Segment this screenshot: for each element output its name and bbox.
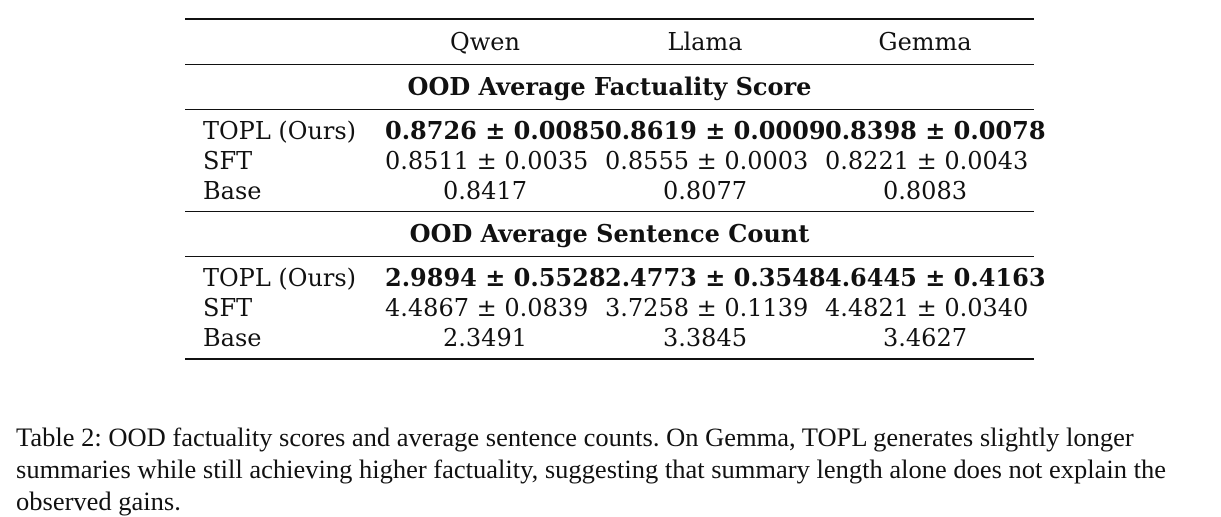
column-header-gemma: Gemma	[878, 28, 972, 56]
table-cell: 4.4867 ± 0.0839	[385, 294, 589, 322]
section-body-sentence-count: TOPL (Ours) 2.9894 ± 0.5528 2.4773 ± 0.3…	[185, 257, 1046, 358]
table-cell: 2.4773 ± 0.3548	[605, 263, 826, 292]
section-rule	[185, 256, 1034, 257]
table-cell: 4.6445 ± 0.4163	[825, 263, 1046, 292]
row-label: TOPL (Ours)	[203, 264, 357, 292]
table-row: SFT 0.8511 ± 0.0035 0.8555 ± 0.0003 0.82…	[185, 146, 1034, 176]
row-label: TOPL (Ours)	[203, 117, 357, 145]
row-label: SFT	[203, 147, 253, 175]
row-label: SFT	[203, 294, 253, 322]
table-cell: 0.8726 ± 0.0085	[385, 116, 606, 145]
table-cell: 3.7258 ± 0.1139	[605, 294, 809, 322]
table-row: SFT 4.4867 ± 0.0839 3.7258 ± 0.1139 4.48…	[185, 293, 1034, 323]
table-caption: Table 2: OOD factuality scores and avera…	[16, 421, 1167, 516]
section-body-factuality: TOPL (Ours) 0.8726 ± 0.0085 0.8619 ± 0.0…	[185, 110, 1046, 211]
header-rule	[185, 64, 1034, 65]
section-rule	[185, 109, 1034, 110]
section-title: OOD Average Sentence Count	[409, 219, 810, 248]
section-header-factuality: OOD Average Factuality Score	[185, 65, 1034, 109]
table-cell: 3.3845	[663, 324, 747, 352]
table-cell: 2.9894 ± 0.5528	[385, 263, 606, 292]
results-table: Qwen Llama Gemma OOD Average Factuality …	[185, 18, 1046, 360]
table-cell: 0.8511 ± 0.0035	[385, 147, 589, 175]
table-row: Base 0.8417 0.8077 0.8083	[185, 176, 1034, 206]
row-label: Base	[203, 177, 262, 205]
top-rule	[185, 18, 1034, 20]
section-header-sentence-count: OOD Average Sentence Count	[185, 212, 1034, 256]
table-cell: 0.8221 ± 0.0043	[825, 147, 1029, 175]
column-header-llama: Llama	[667, 28, 743, 56]
table-cell: 0.8555 ± 0.0003	[605, 147, 809, 175]
table-cell: 0.8619 ± 0.0009	[605, 116, 826, 145]
table-cell: 0.8077	[663, 177, 747, 205]
section-rule	[185, 211, 1034, 212]
table-row: Base 2.3491 3.3845 3.4627	[185, 323, 1034, 353]
table-cell: 2.3491	[443, 324, 527, 352]
table-row: TOPL (Ours) 0.8726 ± 0.0085 0.8619 ± 0.0…	[185, 116, 1046, 146]
column-header-qwen: Qwen	[450, 28, 520, 56]
table-row: TOPL (Ours) 2.9894 ± 0.5528 2.4773 ± 0.3…	[185, 263, 1046, 293]
table-cell: 0.8398 ± 0.0078	[825, 116, 1046, 145]
column-header-row: Qwen Llama Gemma	[185, 20, 1034, 64]
row-label: Base	[203, 324, 262, 352]
table-cell: 0.8083	[883, 177, 967, 205]
table-cell: 3.4627	[883, 324, 967, 352]
section-title: OOD Average Factuality Score	[407, 72, 812, 101]
bottom-rule	[185, 358, 1034, 360]
table-cell: 0.8417	[443, 177, 527, 205]
table-cell: 4.4821 ± 0.0340	[825, 294, 1029, 322]
